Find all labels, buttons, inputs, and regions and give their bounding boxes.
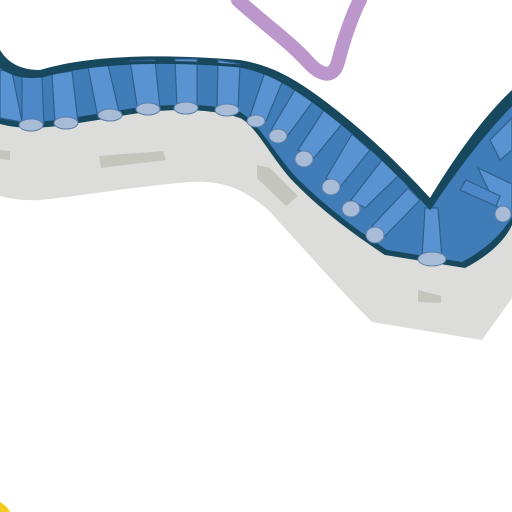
river-node	[295, 151, 313, 167]
river-node	[174, 102, 198, 114]
river-node	[247, 115, 265, 127]
river-band	[217, 60, 240, 110]
river-node	[342, 201, 360, 217]
river-node	[54, 117, 78, 129]
river-node	[366, 227, 384, 243]
river-band	[22, 76, 44, 125]
road-marking	[0, 150, 10, 160]
river-node	[269, 129, 287, 143]
river-node	[495, 206, 511, 222]
river-node	[322, 179, 340, 195]
river-node	[418, 252, 446, 266]
river-node	[19, 119, 43, 131]
river-band	[175, 59, 197, 108]
river-node	[215, 104, 239, 116]
river-node	[98, 109, 122, 121]
river-band	[422, 208, 442, 258]
river-node	[136, 103, 160, 115]
